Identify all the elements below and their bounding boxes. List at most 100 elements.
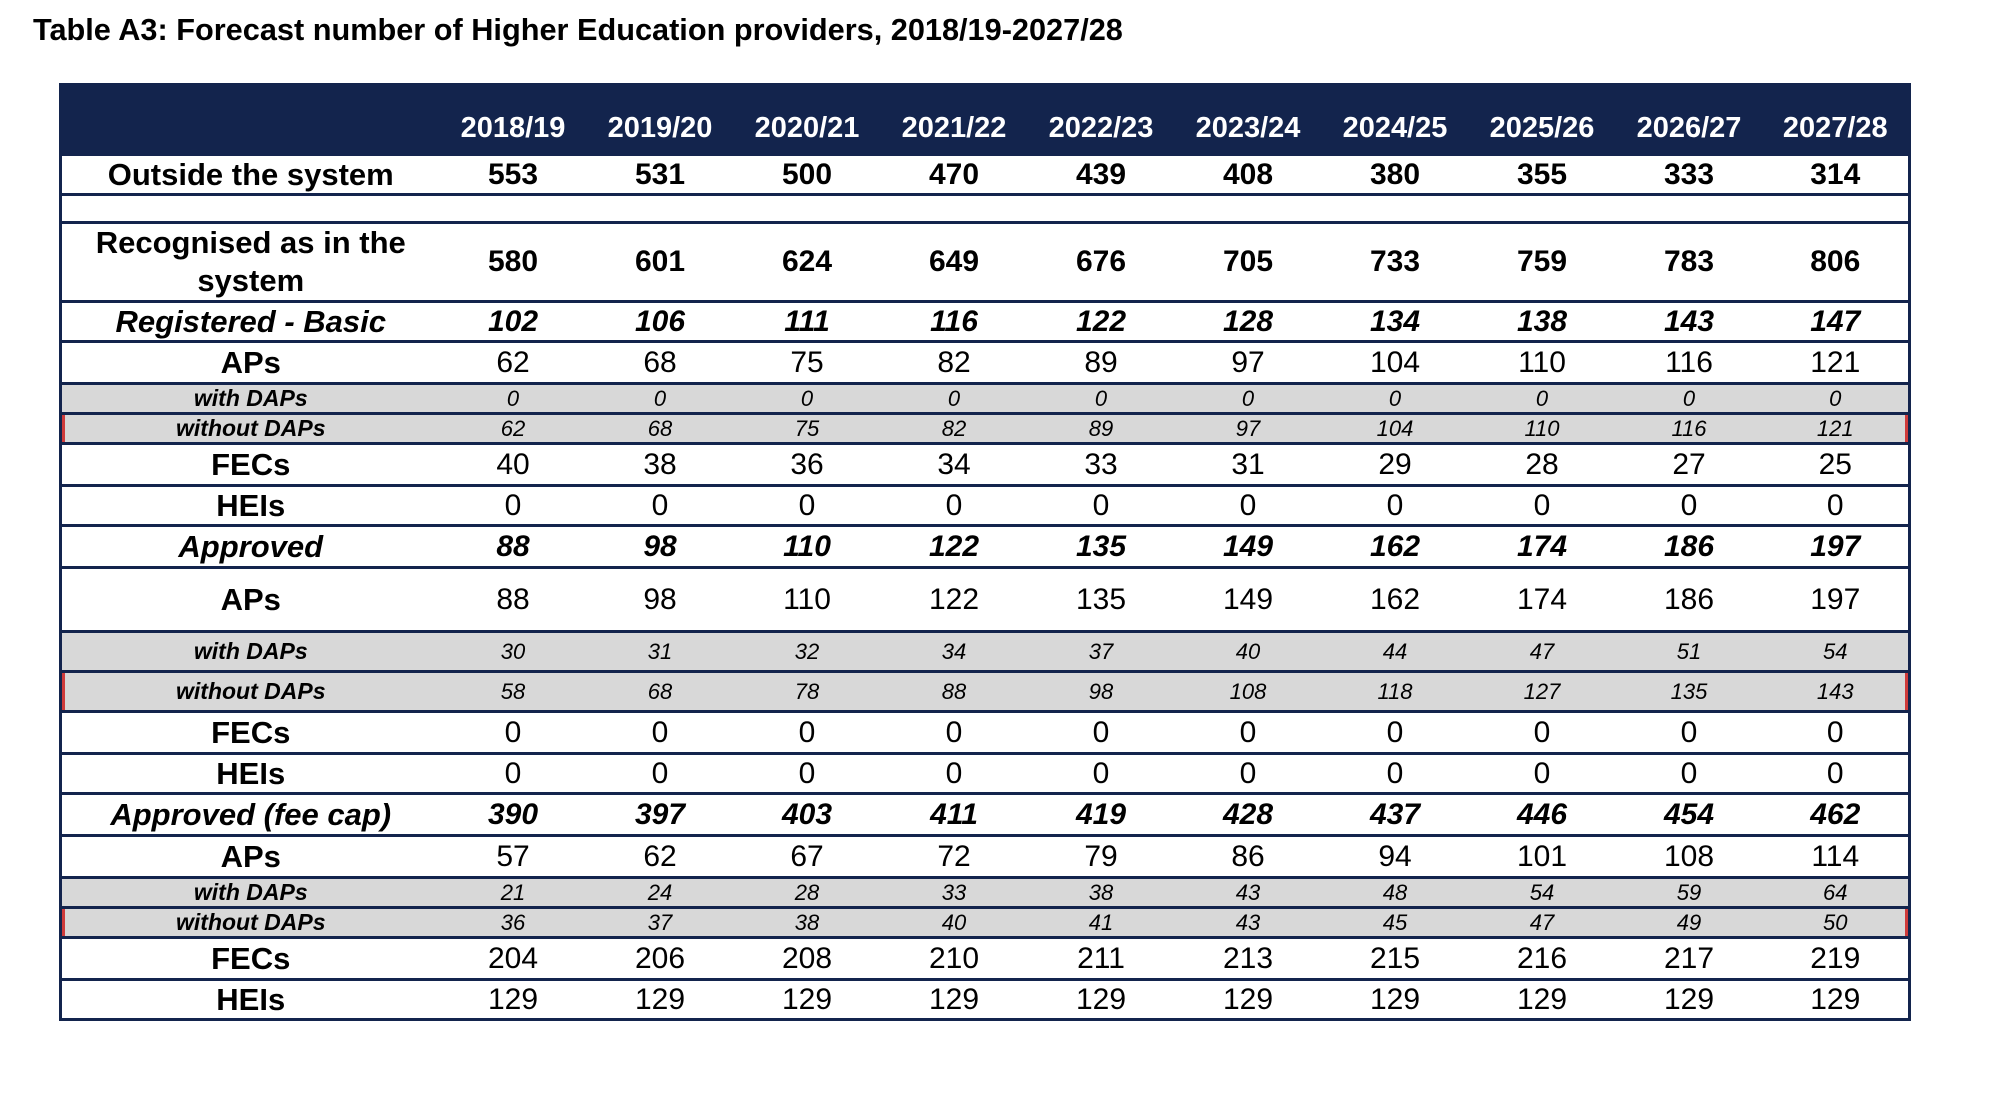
value-cell: 48	[1321, 877, 1469, 909]
table-row: Registered - Basic 102 106 111 116 122 128 134 1…	[60, 301, 1910, 343]
value-cell: 553	[439, 154, 587, 196]
value-cell: 0	[1321, 753, 1469, 795]
table-row: without DAPs 58 68 78 88 98 108 118 127 135 143	[60, 671, 1910, 713]
value-cell: 428	[1174, 793, 1322, 837]
table-row: HEIs 129 129 129 129 129 129 129 129 129 129	[60, 979, 1910, 1021]
value-cell: 67	[733, 835, 881, 879]
value-cell: 38	[1027, 877, 1175, 909]
row-label: APs	[60, 341, 440, 385]
value-cell: 143	[1615, 301, 1763, 343]
value-cell: 97	[1174, 413, 1322, 445]
value-cell: 37	[1027, 631, 1175, 673]
table-row: FECs 0 0 0 0 0 0 0 0 0 0	[60, 711, 1910, 755]
value-cell: 34	[880, 631, 1028, 673]
table-row: Approved 88 98 110 122 135 149 162 174 186 197	[60, 525, 1910, 569]
year-header: 2018/19	[439, 84, 587, 156]
value-cell: 0	[1615, 753, 1763, 795]
year-header: 2022/23	[1027, 84, 1175, 156]
value-cell: 210	[880, 937, 1028, 981]
value-cell: 0	[1615, 485, 1763, 527]
value-cell: 82	[880, 413, 1028, 445]
value-cell: 0	[1174, 711, 1322, 755]
value-cell	[1027, 194, 1175, 224]
value-cell: 134	[1321, 301, 1469, 343]
value-cell: 45	[1321, 907, 1469, 939]
value-cell: 122	[1027, 301, 1175, 343]
row-label: FECs	[60, 937, 440, 981]
value-cell: 149	[1174, 567, 1322, 633]
value-cell: 0	[1468, 753, 1616, 795]
table-title: Table A3: Forecast number of Higher Educ…	[33, 12, 1123, 47]
value-cell: 0	[586, 753, 734, 795]
value-cell: 72	[880, 835, 1028, 879]
row-label: FECs	[60, 443, 440, 487]
value-cell: 0	[1174, 753, 1322, 795]
value-cell: 129	[1468, 979, 1616, 1021]
value-cell: 705	[1174, 222, 1322, 303]
table-row: FECs 204 206 208 210 211 213 215 216 217 219	[60, 937, 1910, 981]
table-row: FECs 40 38 36 34 33 31 29 28 27 25	[60, 443, 1910, 487]
value-cell: 129	[880, 979, 1028, 1021]
value-cell: 102	[439, 301, 587, 343]
value-cell: 64	[1762, 877, 1910, 909]
value-cell: 44	[1321, 631, 1469, 673]
value-cell: 0	[1174, 383, 1322, 415]
value-cell: 88	[880, 671, 1028, 713]
value-cell: 186	[1615, 525, 1763, 569]
row-label: Outside the system	[60, 154, 440, 196]
value-cell: 0	[733, 383, 881, 415]
row-label: HEIs	[60, 485, 440, 527]
value-cell: 89	[1027, 413, 1175, 445]
value-cell: 174	[1468, 567, 1616, 633]
value-cell: 0	[1468, 383, 1616, 415]
value-cell: 0	[1027, 753, 1175, 795]
value-cell: 79	[1027, 835, 1175, 879]
value-cell: 138	[1468, 301, 1616, 343]
value-cell: 0	[1027, 711, 1175, 755]
value-cell: 106	[586, 301, 734, 343]
value-cell: 128	[1174, 301, 1322, 343]
value-cell: 98	[1027, 671, 1175, 713]
value-cell: 30	[439, 631, 587, 673]
value-cell	[1174, 194, 1322, 224]
value-cell: 135	[1615, 671, 1763, 713]
value-cell: 54	[1468, 877, 1616, 909]
value-cell: 314	[1762, 154, 1910, 196]
value-cell: 43	[1174, 877, 1322, 909]
value-cell: 0	[733, 711, 881, 755]
row-label: Registered - Basic	[60, 301, 440, 343]
header-row: 2018/19 2019/20 2020/21 2021/22 2022/23 …	[60, 84, 1910, 156]
year-header: 2021/22	[880, 84, 1028, 156]
table-row: Outside the system 553 531 500 470 439 408 380 3…	[60, 154, 1910, 196]
value-cell: 0	[1321, 711, 1469, 755]
value-cell: 676	[1027, 222, 1175, 303]
table-row: HEIs 0 0 0 0 0 0 0 0 0 0	[60, 753, 1910, 795]
value-cell: 88	[439, 567, 587, 633]
value-cell: 68	[586, 341, 734, 385]
row-label: HEIs	[60, 979, 440, 1021]
table-row	[60, 194, 1910, 224]
value-cell: 0	[586, 485, 734, 527]
row-label: HEIs	[60, 753, 440, 795]
value-cell: 411	[880, 793, 1028, 837]
value-cell: 127	[1468, 671, 1616, 713]
row-label: with DAPs	[60, 631, 440, 673]
table-row: without DAPs 62 68 75 82 89 97 104 110 116 121	[60, 413, 1910, 445]
value-cell: 116	[1615, 341, 1763, 385]
value-cell: 40	[439, 443, 587, 487]
value-cell: 32	[733, 631, 881, 673]
value-cell: 129	[733, 979, 881, 1021]
value-cell: 454	[1615, 793, 1763, 837]
value-cell: 470	[880, 154, 1028, 196]
value-cell: 129	[1321, 979, 1469, 1021]
value-cell: 41	[1027, 907, 1175, 939]
year-header: 2023/24	[1174, 84, 1322, 156]
value-cell: 408	[1174, 154, 1322, 196]
value-cell: 135	[1027, 525, 1175, 569]
value-cell: 29	[1321, 443, 1469, 487]
value-cell: 40	[1174, 631, 1322, 673]
value-cell: 21	[439, 877, 587, 909]
value-cell	[1762, 194, 1910, 224]
row-label: with DAPs	[60, 877, 440, 909]
value-cell: 733	[1321, 222, 1469, 303]
